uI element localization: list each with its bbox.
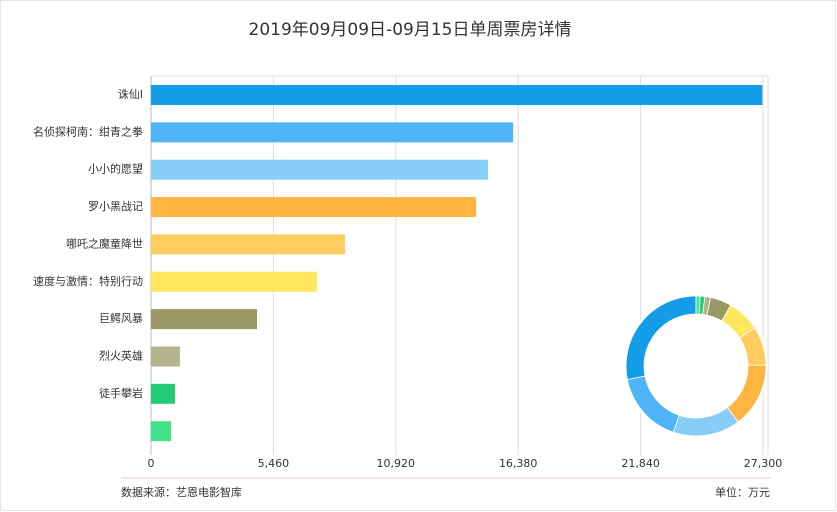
source-note: 数据来源：艺恩电影智库 xyxy=(121,485,242,499)
x-tick-label: 10,920 xyxy=(377,457,416,470)
bar xyxy=(151,383,175,404)
chart-title: 2019年09月09日-09月15日单周票房详情 xyxy=(249,20,572,40)
x-tick-label: 5,460 xyxy=(258,457,290,470)
x-tick-label: 0 xyxy=(148,457,155,470)
unit-note: 单位：万元 xyxy=(715,485,770,499)
y-tick-label: 小小的愿望 xyxy=(88,162,143,176)
bar xyxy=(151,122,514,143)
y-tick-label: 罗小黑战记 xyxy=(88,200,143,213)
x-tick-label: 16,380 xyxy=(499,457,538,470)
bar xyxy=(151,309,258,330)
bar xyxy=(151,234,345,255)
y-tick-label: 哪吒之魔童降世 xyxy=(66,236,143,250)
bar xyxy=(151,197,477,218)
x-tick-label: 21,840 xyxy=(621,457,660,470)
x-tick-label: 27,300 xyxy=(744,457,783,470)
bar xyxy=(151,271,317,292)
bar xyxy=(151,346,180,367)
y-tick-label: 诛仙Ⅰ xyxy=(118,88,143,101)
y-tick-label: 烈火英雄 xyxy=(99,348,143,362)
bar xyxy=(151,159,488,180)
y-tick-label: 巨鳄风暴 xyxy=(99,311,143,325)
y-tick-label: 名侦探柯南：绀青之拳 xyxy=(33,124,143,138)
y-tick-label: 速度与激情：特别行动 xyxy=(33,274,143,288)
bar xyxy=(151,85,763,105)
donut-slice xyxy=(695,295,701,315)
y-tick-label: 徒手攀岩 xyxy=(99,386,143,400)
bar xyxy=(151,421,171,442)
